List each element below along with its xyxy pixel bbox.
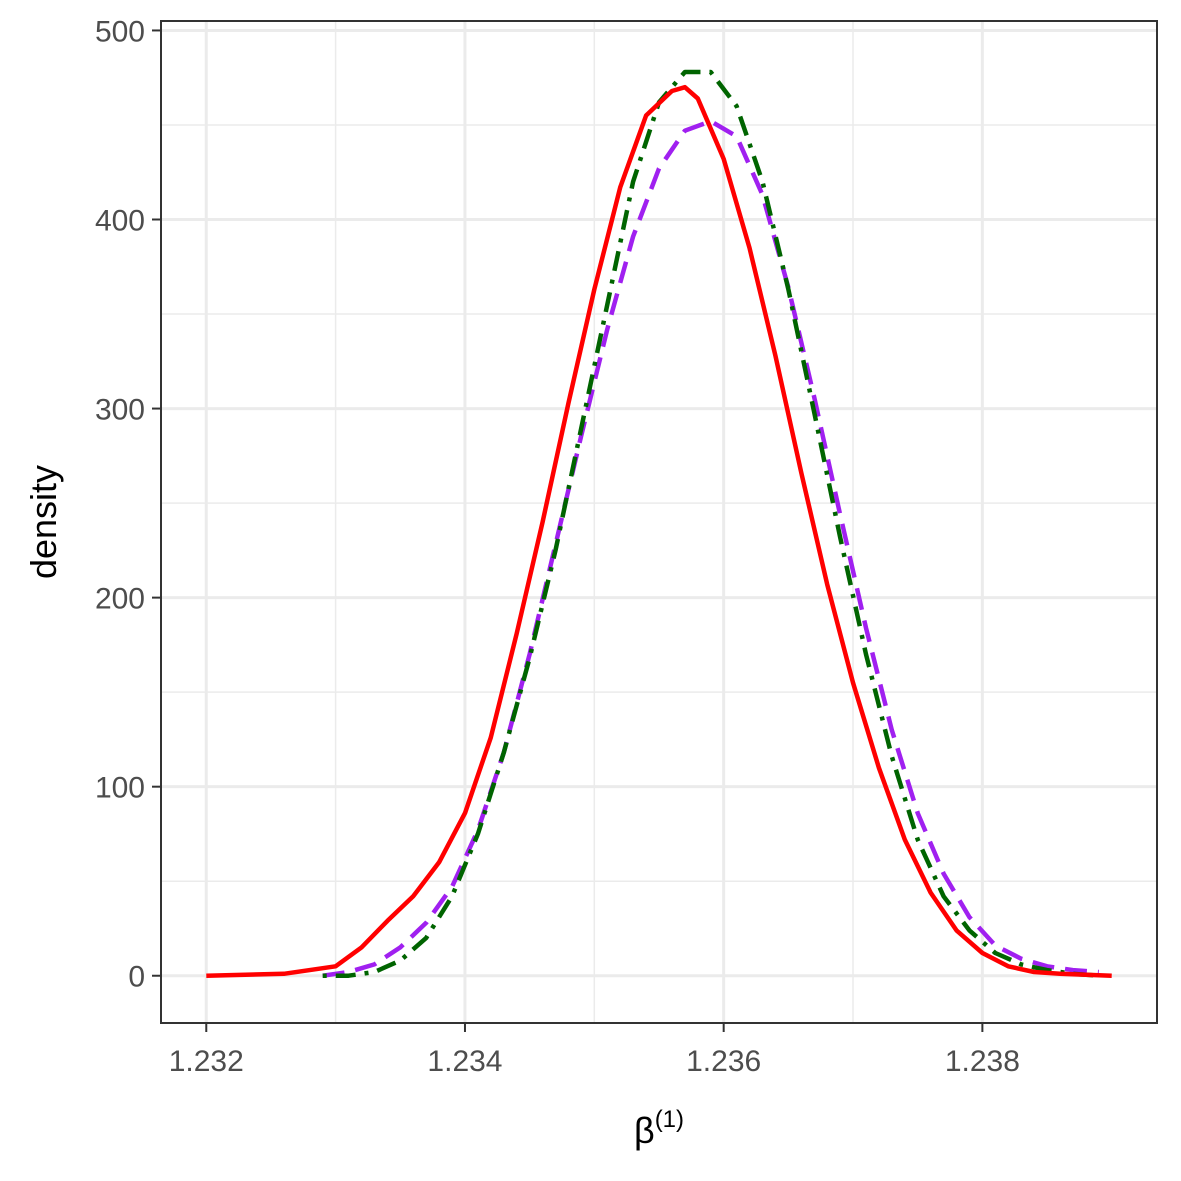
density-curve-3 (206, 84, 1112, 978)
minor-gridlines (161, 21, 1157, 1023)
major-gridlines (161, 21, 1157, 1023)
x-axis-title-superscript: (1) (655, 1106, 684, 1133)
y-tick-label: 500 (95, 15, 145, 48)
x-tick-label: 1.236 (686, 1045, 761, 1078)
y-tick-label: 300 (95, 394, 145, 427)
x-axis-ticks: 1.232 1.234 1.236 1.238 (169, 1023, 1020, 1078)
x-axis-title: β(1) (634, 1106, 684, 1151)
x-tick-label: 1.232 (169, 1045, 244, 1078)
x-tick-label: 1.234 (427, 1045, 502, 1078)
series-layer (206, 69, 1112, 978)
density-curve-2 (322, 69, 1099, 978)
x-tick-label: 1.238 (945, 1045, 1020, 1078)
y-tick-label: 100 (95, 772, 145, 805)
y-axis-title: density (23, 465, 64, 579)
x-axis-title-main: β (634, 1110, 655, 1151)
density-curve-1 (322, 118, 1099, 978)
plot-panel-border (160, 20, 1158, 1024)
y-tick-label: 400 (95, 205, 145, 238)
y-tick-label: 0 (128, 961, 145, 994)
y-tick-label: 200 (95, 583, 145, 616)
y-axis-ticks: 0 100 200 300 400 500 (95, 15, 161, 994)
